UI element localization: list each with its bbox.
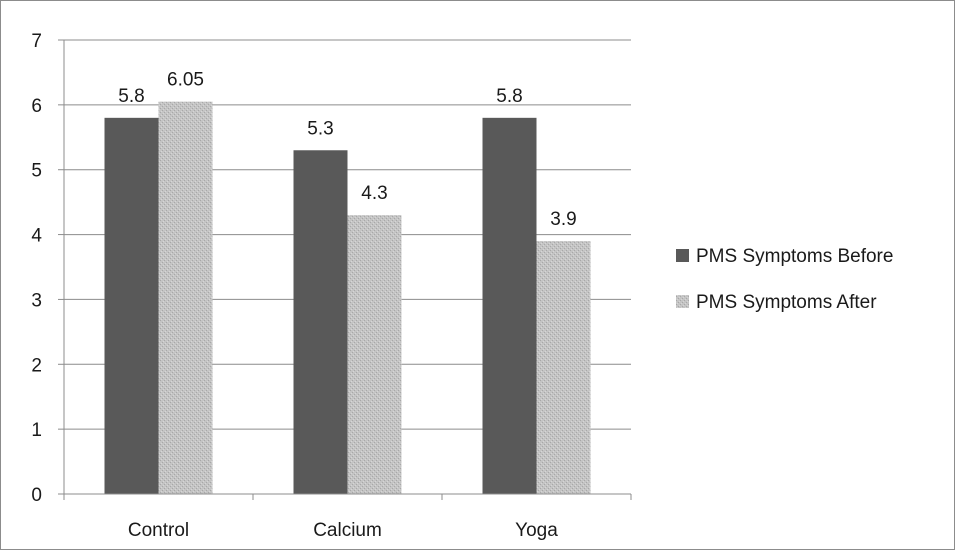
y-tick-label: 5 [31,161,42,182]
y-tick-label: 1 [31,420,42,441]
y-tick-label: 3 [31,290,42,311]
y-tick-label: 6 [31,96,42,117]
legend-swatch-before [676,249,689,262]
legend-label: PMS Symptoms After [696,292,877,313]
legend-swatch-after [676,295,689,308]
x-category-label: Yoga [515,520,558,541]
bars [104,101,591,494]
bar-before [293,150,348,494]
data-label: 5.8 [118,86,144,107]
y-tick-label: 0 [31,485,42,506]
legend: PMS Symptoms Before PMS Symptoms After [676,246,893,313]
x-category-label: Control [128,520,189,541]
y-tick-label: 7 [31,31,42,52]
legend-label: PMS Symptoms Before [696,246,893,267]
data-label: 3.9 [550,209,576,230]
x-category-label: Calcium [313,520,382,541]
axes: 0 1 2 3 4 5 6 7 Control Calcium Yoga [31,31,632,541]
data-label: 4.3 [361,183,387,204]
bar-after [536,241,591,494]
data-labels: 5.8 6.05 5.3 4.3 5.8 3.9 [118,70,576,230]
data-label: 5.8 [496,86,522,107]
y-tick-label: 2 [31,355,42,376]
data-label: 6.05 [167,70,204,91]
bar-before [482,117,537,494]
bar-after [347,215,402,494]
bar-before [104,117,159,494]
data-label: 5.3 [307,118,333,139]
bar-after [158,101,213,494]
y-tick-label: 4 [31,226,42,247]
